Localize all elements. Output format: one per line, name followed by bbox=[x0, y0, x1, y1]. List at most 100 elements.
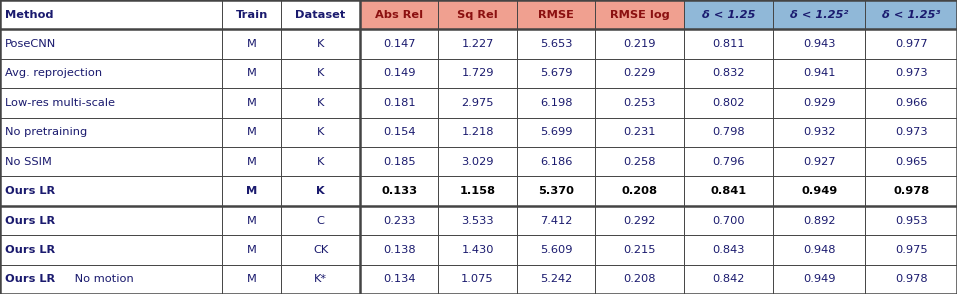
Text: 7.412: 7.412 bbox=[540, 216, 572, 225]
Text: 0.892: 0.892 bbox=[803, 216, 835, 225]
Text: δ < 1.25: δ < 1.25 bbox=[702, 10, 755, 20]
Text: 2.975: 2.975 bbox=[461, 98, 494, 108]
Text: 0.149: 0.149 bbox=[383, 69, 415, 78]
Text: Dataset: Dataset bbox=[296, 10, 345, 20]
Text: δ < 1.25²: δ < 1.25² bbox=[790, 10, 848, 20]
Text: M: M bbox=[247, 69, 256, 78]
Text: M: M bbox=[247, 216, 256, 225]
Text: 0.138: 0.138 bbox=[383, 245, 415, 255]
Text: RMSE log: RMSE log bbox=[610, 10, 670, 20]
Text: Ours LR: Ours LR bbox=[5, 216, 55, 225]
Text: 0.802: 0.802 bbox=[713, 98, 745, 108]
Text: RMSE: RMSE bbox=[538, 10, 574, 20]
Text: 0.973: 0.973 bbox=[895, 127, 927, 137]
Text: 0.949: 0.949 bbox=[803, 274, 835, 284]
Text: 1.075: 1.075 bbox=[461, 274, 494, 284]
Text: δ < 1.25³: δ < 1.25³ bbox=[882, 10, 940, 20]
Text: 0.943: 0.943 bbox=[803, 39, 835, 49]
Text: 0.798: 0.798 bbox=[712, 127, 746, 137]
Bar bbox=[865, 0, 957, 29]
Text: 0.953: 0.953 bbox=[895, 216, 927, 225]
Text: Train: Train bbox=[235, 10, 268, 20]
Text: 0.843: 0.843 bbox=[713, 245, 745, 255]
Text: 0.253: 0.253 bbox=[624, 98, 656, 108]
Text: Abs Rel: Abs Rel bbox=[375, 10, 423, 20]
Text: 0.233: 0.233 bbox=[383, 216, 415, 225]
Text: 1.158: 1.158 bbox=[459, 186, 496, 196]
Text: 0.181: 0.181 bbox=[383, 98, 415, 108]
Text: 0.208: 0.208 bbox=[624, 274, 656, 284]
Bar bbox=[773, 0, 865, 29]
Text: 0.841: 0.841 bbox=[711, 186, 746, 196]
Text: 0.973: 0.973 bbox=[895, 69, 927, 78]
Text: K: K bbox=[316, 186, 325, 196]
Text: 0.975: 0.975 bbox=[895, 245, 927, 255]
Text: 1.430: 1.430 bbox=[461, 245, 494, 255]
Text: M: M bbox=[247, 157, 256, 167]
Text: 5.699: 5.699 bbox=[540, 127, 572, 137]
Text: 0.941: 0.941 bbox=[803, 69, 835, 78]
Text: C: C bbox=[317, 216, 324, 225]
Text: 0.978: 0.978 bbox=[893, 186, 929, 196]
Text: Avg. reprojection: Avg. reprojection bbox=[5, 69, 101, 78]
Text: Ours LR: Ours LR bbox=[5, 186, 55, 196]
Text: 5.679: 5.679 bbox=[540, 69, 572, 78]
Text: 1.729: 1.729 bbox=[461, 69, 494, 78]
Text: 0.229: 0.229 bbox=[624, 69, 656, 78]
Text: 1.218: 1.218 bbox=[461, 127, 494, 137]
Text: 0.842: 0.842 bbox=[713, 274, 745, 284]
Text: M: M bbox=[247, 245, 256, 255]
Text: 0.927: 0.927 bbox=[803, 157, 835, 167]
Text: Ours LR: Ours LR bbox=[5, 245, 55, 255]
Text: M: M bbox=[247, 98, 256, 108]
Text: 0.185: 0.185 bbox=[383, 157, 415, 167]
Text: 0.208: 0.208 bbox=[622, 186, 657, 196]
Text: 5.370: 5.370 bbox=[538, 186, 574, 196]
Text: Method: Method bbox=[5, 10, 54, 20]
Text: K*: K* bbox=[314, 274, 327, 284]
Text: 0.292: 0.292 bbox=[624, 216, 656, 225]
Text: 0.978: 0.978 bbox=[895, 274, 927, 284]
Text: 5.609: 5.609 bbox=[540, 245, 572, 255]
Text: 3.533: 3.533 bbox=[461, 216, 494, 225]
Text: K: K bbox=[317, 69, 324, 78]
Text: 0.258: 0.258 bbox=[624, 157, 656, 167]
Bar bbox=[684, 0, 773, 29]
Text: 0.977: 0.977 bbox=[895, 39, 927, 49]
Text: M: M bbox=[246, 186, 257, 196]
Text: 0.966: 0.966 bbox=[895, 98, 927, 108]
Text: No motion: No motion bbox=[72, 274, 134, 284]
Bar bbox=[517, 0, 595, 29]
Text: 0.811: 0.811 bbox=[712, 39, 746, 49]
Text: 0.134: 0.134 bbox=[383, 274, 415, 284]
Text: 0.215: 0.215 bbox=[624, 245, 656, 255]
Text: K: K bbox=[317, 98, 324, 108]
Text: No pretraining: No pretraining bbox=[5, 127, 87, 137]
Text: 3.029: 3.029 bbox=[461, 157, 494, 167]
Text: 6.198: 6.198 bbox=[540, 98, 572, 108]
Text: K: K bbox=[317, 127, 324, 137]
Text: 0.133: 0.133 bbox=[381, 186, 417, 196]
Text: 0.949: 0.949 bbox=[801, 186, 837, 196]
Text: 5.653: 5.653 bbox=[540, 39, 572, 49]
Text: 0.948: 0.948 bbox=[803, 245, 835, 255]
Text: 0.700: 0.700 bbox=[712, 216, 746, 225]
Bar bbox=[595, 0, 684, 29]
Bar bbox=[360, 0, 438, 29]
Text: 0.219: 0.219 bbox=[624, 39, 656, 49]
Text: K: K bbox=[317, 39, 324, 49]
Text: K: K bbox=[317, 157, 324, 167]
Text: 0.832: 0.832 bbox=[713, 69, 745, 78]
Text: No SSIM: No SSIM bbox=[5, 157, 52, 167]
Text: Ours LR: Ours LR bbox=[5, 274, 55, 284]
Text: 6.186: 6.186 bbox=[540, 157, 572, 167]
Text: 0.154: 0.154 bbox=[383, 127, 415, 137]
Text: M: M bbox=[247, 274, 256, 284]
Text: 1.227: 1.227 bbox=[461, 39, 494, 49]
Text: Sq Rel: Sq Rel bbox=[457, 10, 498, 20]
Text: 0.929: 0.929 bbox=[803, 98, 835, 108]
Bar bbox=[438, 0, 517, 29]
Text: M: M bbox=[247, 127, 256, 137]
Text: 0.147: 0.147 bbox=[383, 39, 415, 49]
Text: 5.242: 5.242 bbox=[540, 274, 572, 284]
